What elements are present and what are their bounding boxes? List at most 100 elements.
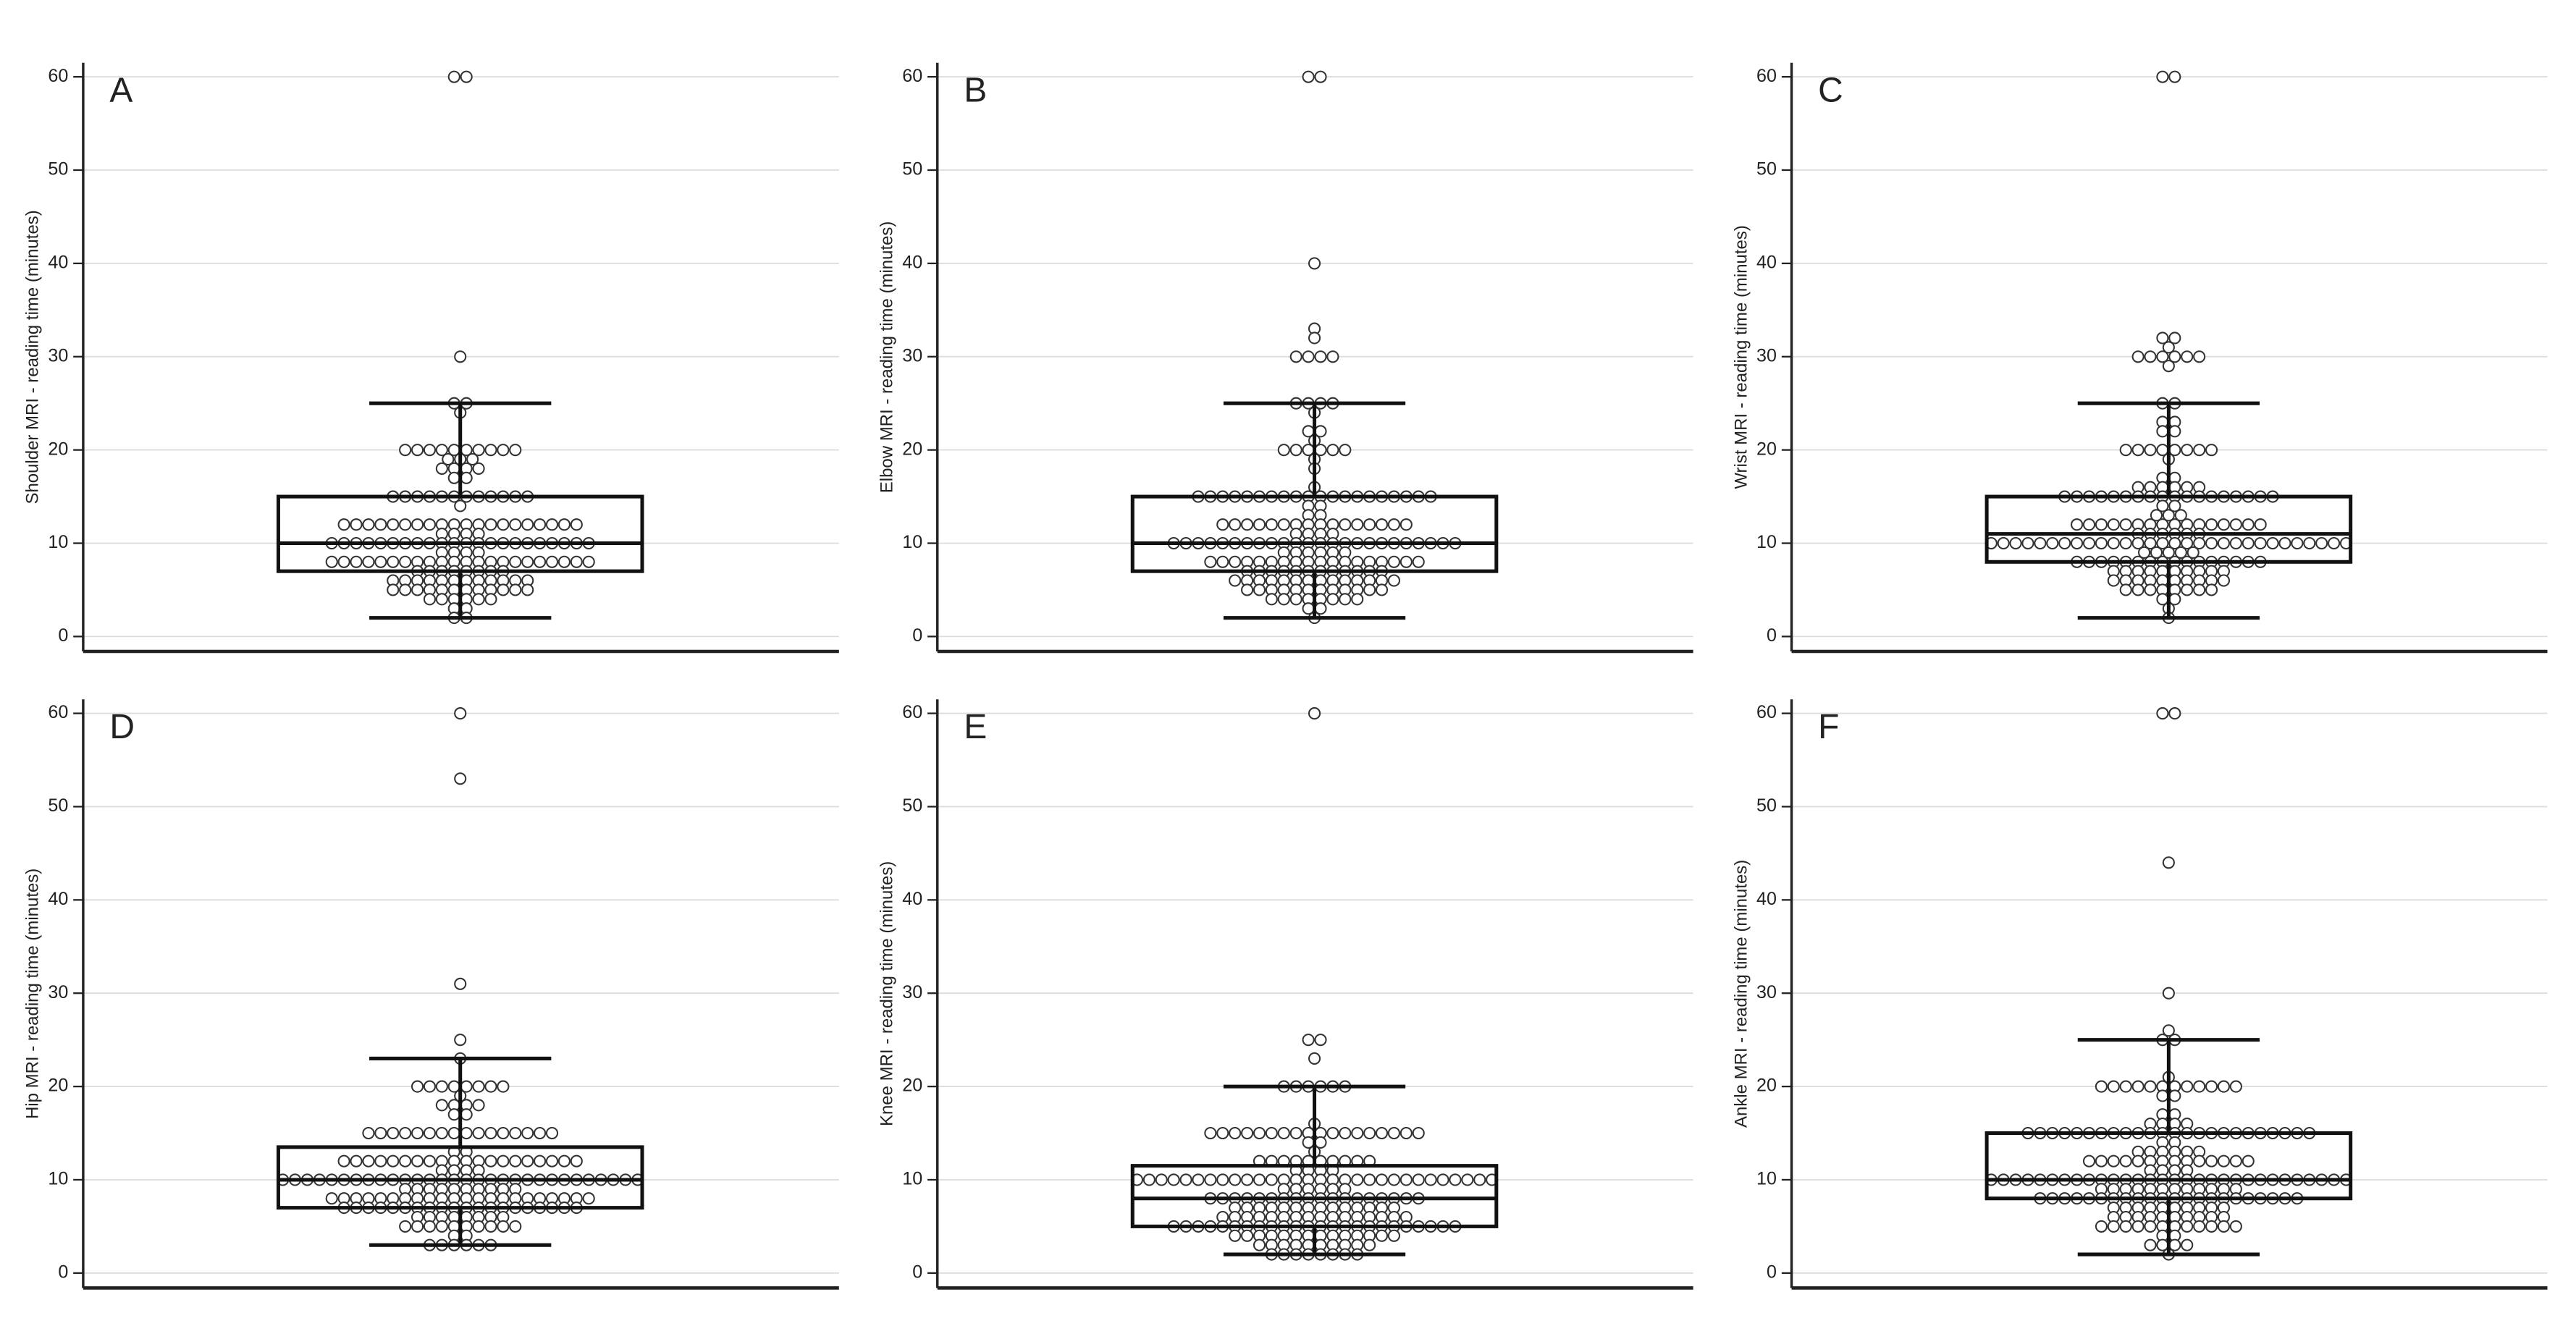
data-point — [2119, 1220, 2132, 1233]
data-point — [2082, 1154, 2096, 1167]
data-point — [2168, 499, 2181, 512]
data-point — [2119, 583, 2132, 596]
data-point — [2205, 444, 2218, 457]
y-axis-label: Hip MRI - reading time (minutes) — [23, 869, 43, 1119]
data-point — [2162, 341, 2175, 354]
data-point — [484, 1220, 497, 1233]
data-point — [509, 1220, 522, 1233]
data-point — [399, 1154, 412, 1167]
data-point — [1339, 593, 1352, 606]
data-point — [2205, 1154, 2218, 1167]
data-point — [423, 1154, 437, 1167]
data-point — [1277, 518, 1290, 531]
y-axis-label: Knee MRI - reading time (minutes) — [877, 861, 897, 1126]
data-point — [1241, 1173, 1254, 1186]
data-point — [2162, 856, 2175, 869]
data-point — [2229, 536, 2242, 550]
data-point — [2058, 536, 2071, 550]
data-point — [1473, 1173, 1486, 1186]
data-point — [2186, 546, 2200, 559]
data-point — [399, 444, 412, 457]
data-point — [435, 1126, 448, 1140]
data-point — [582, 555, 595, 568]
data-point — [521, 1154, 534, 1167]
data-point — [2119, 1080, 2132, 1093]
box — [1130, 1164, 1499, 1228]
y-axis-label: Shoulder MRI - reading time (minutes) — [23, 210, 43, 504]
data-point — [2144, 350, 2157, 363]
data-point — [399, 1126, 412, 1140]
data-point — [387, 518, 400, 531]
data-point — [460, 70, 473, 83]
data-point — [2266, 536, 2279, 550]
data-point — [2168, 70, 2181, 83]
data-point — [2205, 583, 2218, 596]
panel: 0 10 20 30 40 50 60 A Shoulder MRI - reading tim… — [23, 62, 839, 654]
data-point — [534, 555, 547, 568]
data-point — [1253, 583, 1266, 596]
data-point — [1314, 350, 1327, 363]
y-tick-label: 20 — [48, 1076, 68, 1096]
data-point — [2303, 536, 2316, 550]
data-point — [2291, 536, 2304, 550]
data-point — [521, 555, 534, 568]
data-point — [1308, 257, 1321, 270]
panel-label: F — [1818, 708, 1839, 746]
data-point — [411, 444, 424, 457]
data-point — [1241, 1126, 1254, 1140]
y-tick-label: 20 — [48, 439, 68, 459]
y-tick-label: 50 — [48, 795, 68, 816]
data-point — [1412, 555, 1425, 568]
data-point — [2181, 536, 2194, 550]
data-point — [350, 1154, 363, 1167]
data-point — [411, 518, 424, 531]
data-point — [1339, 1126, 1352, 1140]
data-point — [411, 583, 424, 596]
data-point — [1387, 574, 1400, 587]
data-point — [1229, 574, 1242, 587]
data-point — [1302, 1034, 1315, 1047]
y-tick-label: 0 — [58, 625, 68, 646]
y-tick-label: 60 — [48, 702, 68, 722]
y-tick-label: 40 — [902, 889, 922, 909]
data-point — [2162, 987, 2175, 1000]
data-point — [2150, 546, 2163, 559]
data-point — [2095, 536, 2108, 550]
data-point — [2229, 1080, 2242, 1093]
data-point — [1167, 1173, 1180, 1186]
data-point — [466, 452, 479, 466]
data-point — [362, 1154, 375, 1167]
data-point — [2193, 583, 2206, 596]
data-point — [1363, 583, 1376, 596]
data-point — [2168, 332, 2181, 345]
data-point — [2156, 70, 2169, 83]
data-point — [484, 1154, 497, 1167]
data-point — [2156, 350, 2169, 363]
data-point — [447, 471, 460, 484]
panel-label: A — [109, 72, 132, 110]
data-point — [411, 1080, 424, 1093]
data-point — [2144, 1080, 2157, 1093]
data-point — [1155, 1173, 1168, 1186]
data-point — [2156, 499, 2169, 512]
y-tick-label: 30 — [48, 345, 68, 366]
data-point — [2144, 1238, 2157, 1251]
data-point — [2156, 536, 2169, 550]
data-point — [435, 1080, 448, 1093]
data-point — [411, 1220, 424, 1233]
data-point — [534, 518, 547, 531]
data-point — [423, 593, 437, 606]
data-point — [1229, 1126, 1242, 1140]
data-point — [2119, 444, 2132, 457]
data-point — [2095, 1220, 2108, 1233]
data-point — [2071, 536, 2084, 550]
data-point — [454, 977, 467, 990]
data-point — [2328, 536, 2341, 550]
data-point — [472, 1126, 485, 1140]
panel: 0 10 20 30 40 50 60 C Wrist MRI - reading time (… — [1731, 62, 2548, 654]
data-point — [2082, 536, 2096, 550]
data-point — [2181, 1080, 2194, 1093]
data-point — [1436, 1173, 1449, 1186]
y-tick-label: 20 — [902, 439, 922, 459]
panel-label: C — [1818, 72, 1843, 110]
